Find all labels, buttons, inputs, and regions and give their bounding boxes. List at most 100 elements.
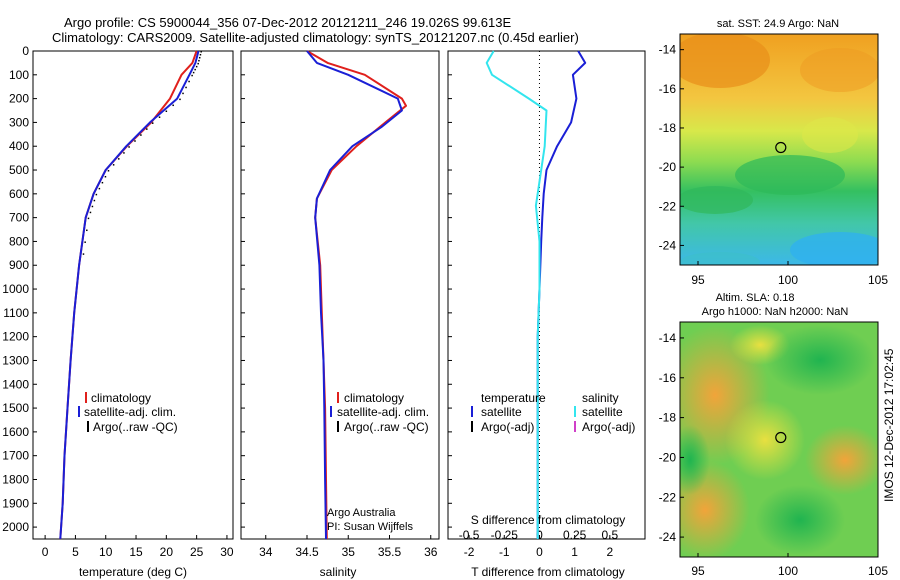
- x-tick-label: 25: [190, 545, 204, 559]
- top-tick-label: -0.5: [459, 528, 480, 542]
- y-tick-label: 1400: [2, 377, 29, 391]
- argo-point: [134, 140, 136, 142]
- sla-map-panel: Altim. SLA: 0.18 Argo h1000: NaN h2000: …: [659, 292, 889, 578]
- y-tick-label: 1100: [3, 306, 29, 320]
- x-tick-label: 35.5: [378, 545, 402, 559]
- salinity-annotation-line-2: PI: Susan Wijffels: [327, 521, 413, 533]
- sst-yellow-patch: [802, 117, 858, 153]
- x-tick-label: 95: [691, 564, 705, 578]
- salinity-axes-frame: [240, 50, 440, 540]
- x-tick-label: 100: [778, 564, 798, 578]
- sla-low-patch: [680, 425, 710, 495]
- y-tick-label: -18: [659, 121, 677, 135]
- x-tick-label: -2: [464, 545, 475, 559]
- argo-point: [101, 181, 104, 184]
- difference-ticks: -2 -1 0 1 2 -0.5 -0.25 0 0.25 0.5: [448, 50, 618, 559]
- argo-point: [191, 74, 193, 77]
- series-line-climatology: [59, 50, 198, 540]
- y-tick-label: 100: [9, 68, 29, 82]
- y-tick-label: -22: [659, 490, 677, 504]
- sst-map-frame: [679, 33, 879, 266]
- sla-field: [680, 322, 878, 557]
- sla-map-title-line-1: Altim. SLA: 0.18: [716, 292, 795, 304]
- y-tick-label: 500: [9, 163, 29, 177]
- temperature-xlabel: temperature (deg C): [79, 565, 187, 579]
- y-tick-label: -24: [659, 530, 677, 544]
- salinity-annotation-line-1: Argo Australia: [327, 507, 396, 519]
- y-tick-label: 700: [9, 211, 29, 225]
- argo-point: [199, 53, 202, 56]
- sst-green-patch: [735, 155, 845, 195]
- y-tick-label: 1200: [2, 330, 29, 344]
- argo-point: [179, 98, 181, 101]
- y-tick-label: 900: [9, 258, 29, 272]
- top-tick-label: 0: [536, 528, 543, 542]
- x-tick-label: 34: [259, 545, 273, 559]
- x-tick-label: 1: [571, 545, 578, 559]
- x-tick-label: 0: [536, 545, 543, 559]
- x-tick-label: 35: [342, 545, 356, 559]
- argo-point: [107, 170, 110, 172]
- sla-map-title-line-2: Argo h1000: NaN h2000: NaN: [702, 306, 849, 318]
- argo-point: [172, 104, 174, 107]
- y-tick-label: -20: [659, 450, 677, 464]
- legend-satellite-label: satellite-adj. clim.: [337, 405, 429, 419]
- argo-point: [123, 152, 125, 154]
- y-tick-label: -14: [659, 43, 677, 57]
- temperature-series: [59, 50, 200, 540]
- salinity-series: [306, 50, 407, 540]
- sla-low-patch: [765, 325, 875, 395]
- x-tick-label: 100: [778, 273, 798, 287]
- argo-point: [118, 158, 120, 160]
- argo-point: [128, 146, 130, 148]
- y-tick-label: 0: [22, 44, 29, 58]
- sst-cold-patch: [680, 252, 760, 265]
- x-tick-label: 30: [220, 545, 234, 559]
- y-tick-label: 1700: [2, 449, 29, 463]
- argo-point: [140, 134, 142, 136]
- legend-salinity-title: salinity: [582, 391, 619, 405]
- difference-xlabel: T difference from climatology: [471, 565, 625, 579]
- argo-point: [84, 241, 86, 243]
- salinity-xlabel: salinity: [320, 565, 357, 579]
- y-tick-label: -16: [659, 371, 677, 385]
- sla-map-frame: [679, 321, 879, 558]
- y-tick-label: -14: [659, 331, 677, 345]
- sst-field: [680, 34, 878, 265]
- argo-point: [197, 62, 199, 65]
- argo-point: [192, 71, 195, 74]
- legend-sal-argo-label: Argo(-adj): [582, 420, 635, 434]
- argo-point: [146, 128, 148, 130]
- legend-temp-satellite-label: satellite: [481, 405, 522, 419]
- series-line-climatology: [306, 50, 407, 540]
- sst-cold-patch: [790, 232, 878, 265]
- temperature-axes-frame: [32, 50, 234, 540]
- difference-axes-frame: [447, 50, 646, 540]
- legend-climatology-label: climatology: [344, 391, 404, 405]
- y-tick-label: 600: [9, 187, 29, 201]
- argo-point: [112, 164, 115, 166]
- header-line-1: Argo profile: CS 5900044_356 07-Dec-2012…: [64, 15, 511, 30]
- argo-point: [158, 116, 161, 118]
- argo-point: [151, 122, 154, 124]
- y-tick-label: -24: [659, 238, 677, 252]
- x-tick-label: 36: [424, 545, 438, 559]
- legend-sal-satellite-label: satellite: [582, 405, 623, 419]
- y-tick-label: 1800: [2, 472, 29, 486]
- y-tick-label: 1000: [2, 282, 29, 296]
- difference-top-xlabel: S difference from climatology: [471, 513, 626, 527]
- sla-mid-patch: [725, 400, 805, 480]
- argo-point: [98, 187, 101, 190]
- y-tick-label: 800: [9, 234, 29, 248]
- sla-low-patch: [755, 485, 845, 555]
- x-tick-label: 105: [868, 273, 888, 287]
- sla-high-patch: [805, 425, 878, 495]
- difference-legend: temperature satellite Argo(-adj) salinit…: [471, 391, 635, 434]
- y-tick-label: 200: [9, 92, 29, 106]
- y-tick-label: 1600: [2, 425, 29, 439]
- salinity-legend: climatology satellite-adj. clim. Argo(..…: [330, 391, 429, 434]
- argo-point: [82, 253, 85, 255]
- x-tick-label: 20: [160, 545, 174, 559]
- argo-point: [182, 92, 184, 95]
- sst-warm-patch: [680, 34, 770, 88]
